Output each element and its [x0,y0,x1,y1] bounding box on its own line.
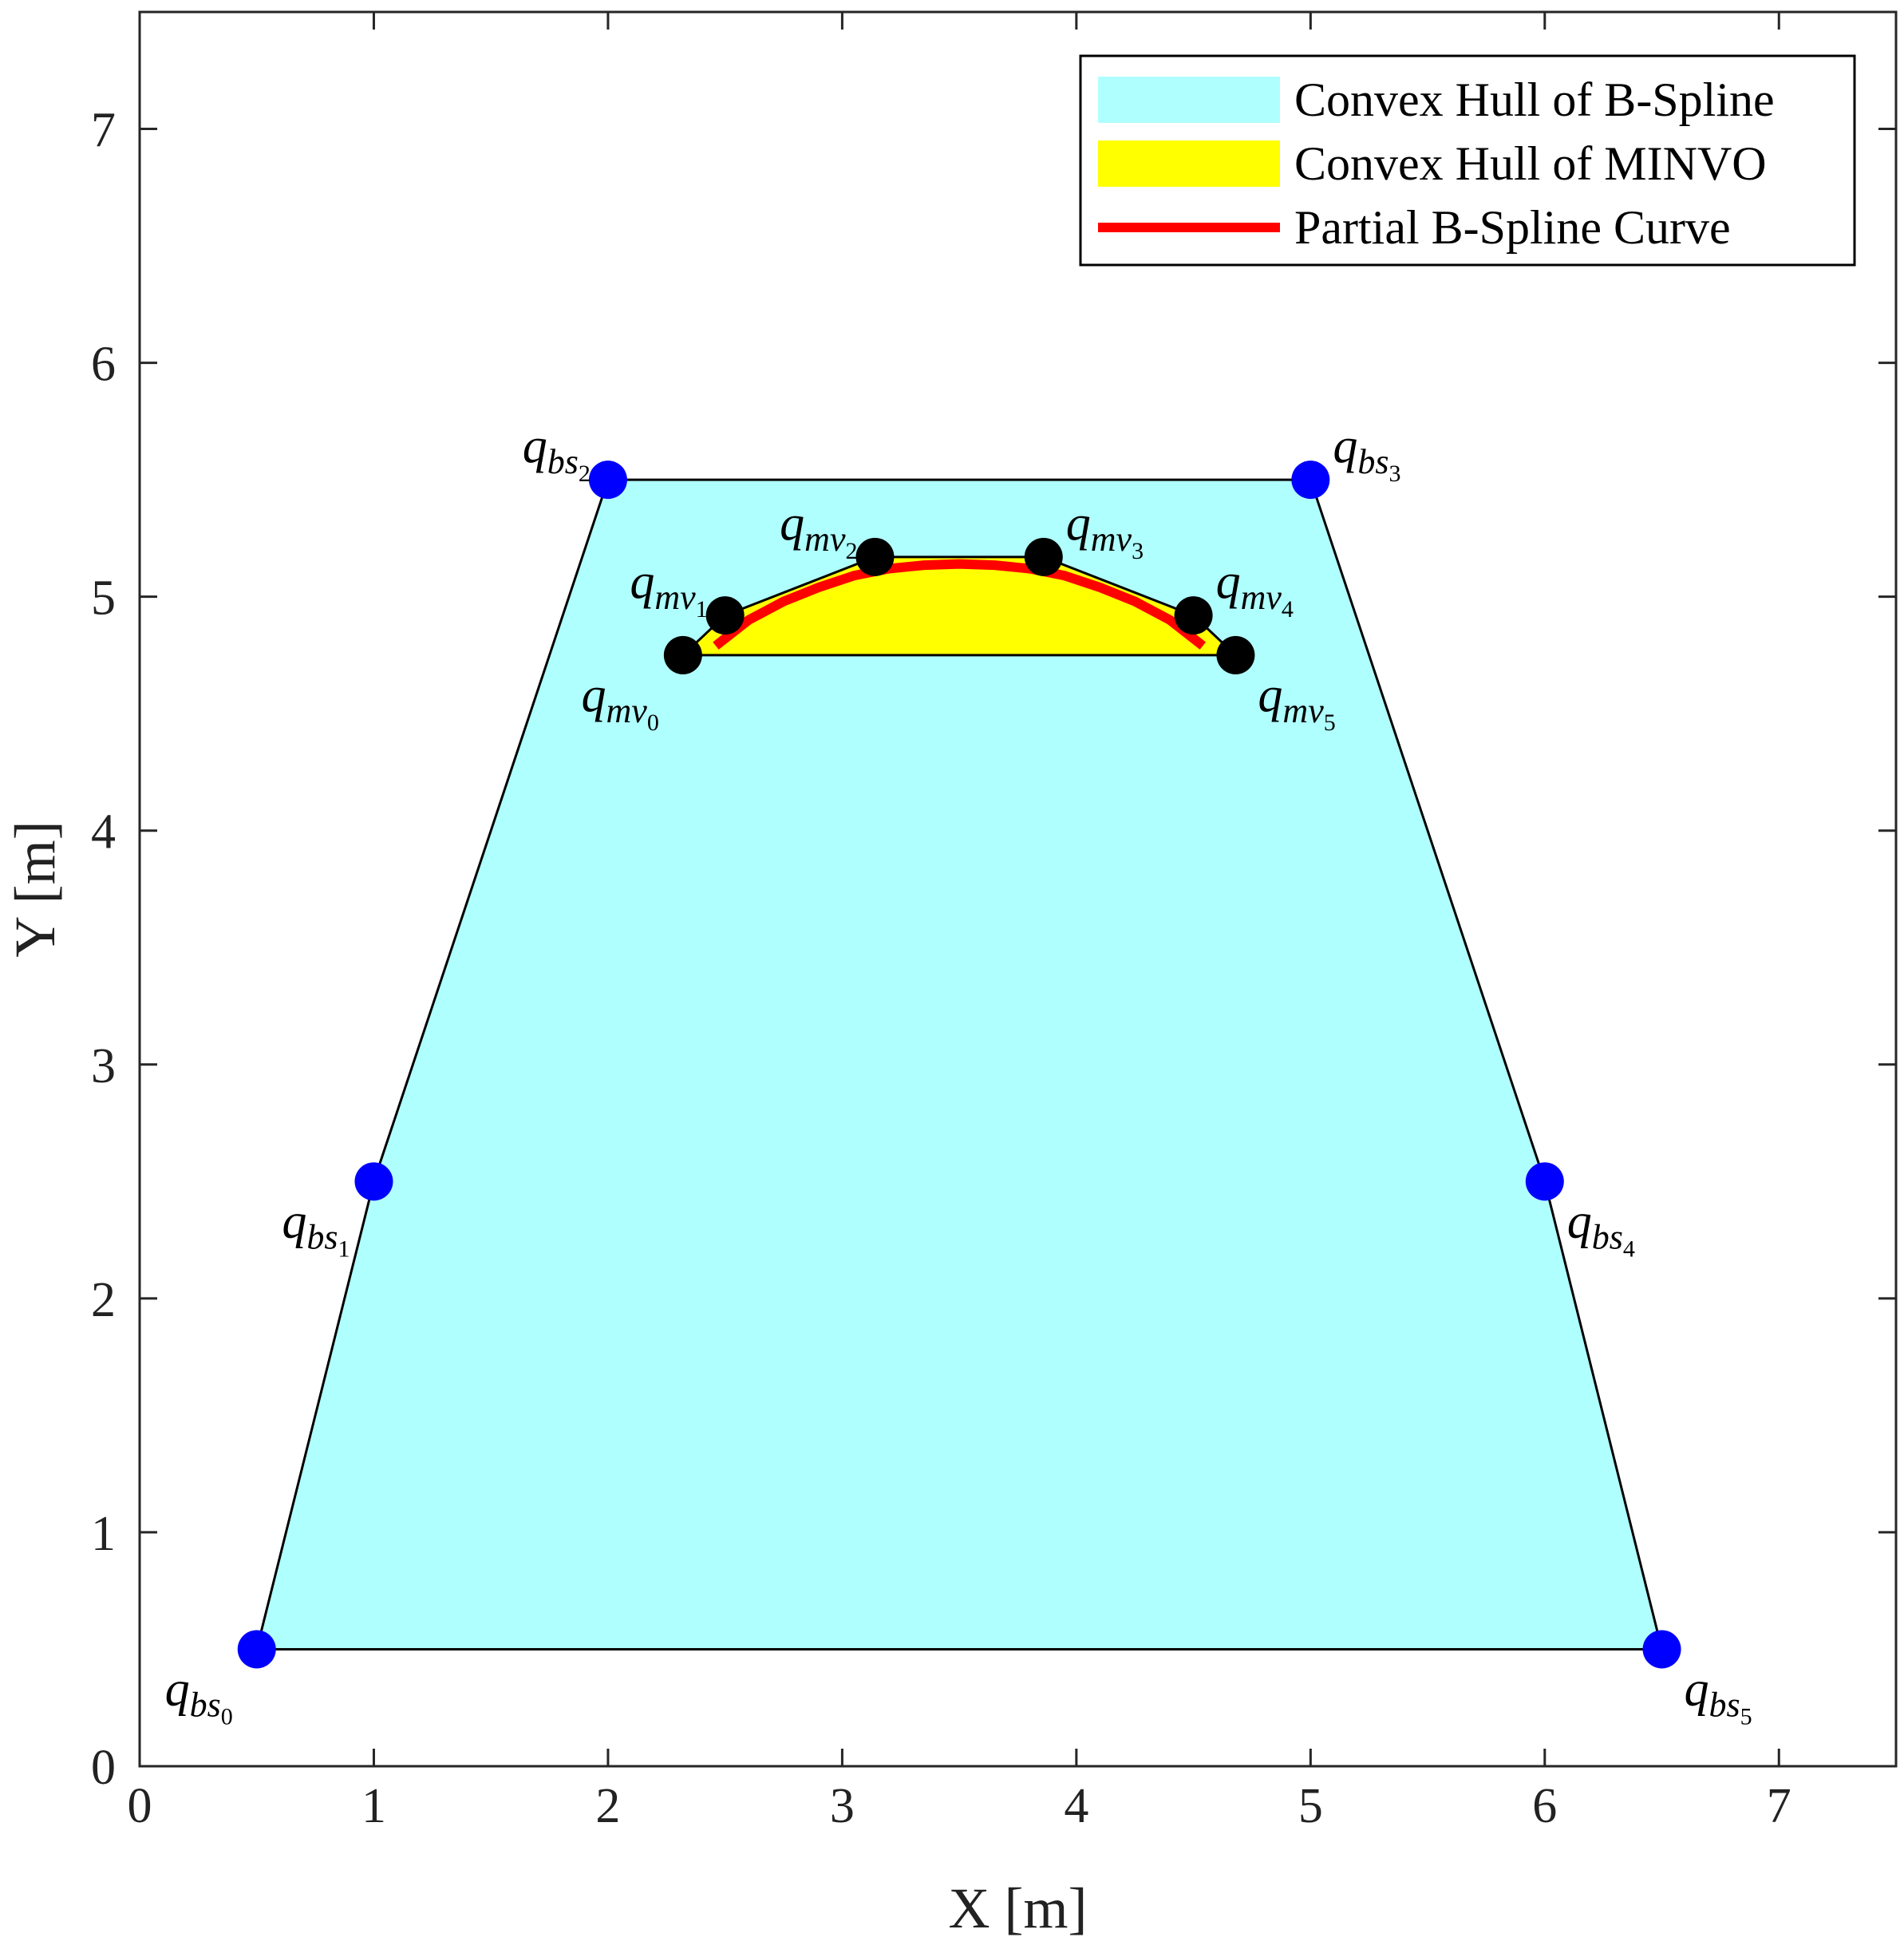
bspline-point-label: qbs1 [282,1194,350,1262]
y-tick-label: 5 [91,571,116,626]
point-label-index: 0 [647,710,659,736]
y-axis-label: Y [m] [3,820,67,957]
point-label-name: q [1066,496,1091,551]
point-label-index: 2 [845,538,857,564]
x-tick-label: 6 [1532,1779,1557,1833]
minvo-control-point [663,635,702,674]
point-label-subscript: mv [1091,520,1132,559]
point-label-index: 5 [1740,1703,1752,1730]
x-tick-label: 2 [595,1779,620,1833]
bspline-control-point [1525,1162,1564,1201]
x-tick-label: 1 [361,1779,386,1833]
point-label-index: 3 [1132,538,1144,564]
minvo-point-label: qmv3 [1066,496,1144,564]
point-label-name: q [1685,1662,1709,1716]
point-label-index: 3 [1388,461,1400,487]
point-label-name: q [165,1662,190,1716]
y-tick-label: 0 [91,1741,116,1795]
y-tick-label: 4 [91,805,116,860]
x-tick-label: 3 [830,1779,855,1833]
point-label-name: q [1567,1194,1592,1248]
point-label-name: q [582,668,606,722]
point-label-subscript: bs [1709,1685,1740,1724]
point-label-index: 4 [1282,596,1294,623]
y-tick-label: 1 [91,1507,116,1561]
x-tick-label: 7 [1767,1779,1791,1833]
minvo-point-label: qmv2 [780,496,857,564]
point-label-name: q [523,419,547,473]
point-label-subscript: mv [804,520,846,559]
minvo-control-point [1174,596,1213,635]
point-label-subscript: bs [1592,1217,1623,1256]
legend-swatch [1098,77,1280,123]
bspline-point-label: qbs0 [165,1662,233,1730]
legend-entry-label: Convex Hull of MINVO [1294,137,1767,190]
y-tick-label: 6 [91,338,116,392]
y-tick-label: 7 [91,104,116,158]
minvo-point-label: qmv4 [1216,555,1294,623]
point-label-subscript: mv [606,691,648,730]
point-label-index: 2 [579,461,591,487]
axes-box [138,10,1898,1768]
bspline-point-label: qbs5 [1685,1662,1752,1730]
x-axis-label: X [m] [949,1876,1088,1940]
bspline-point-label: qbs2 [523,419,591,487]
minvo-point-label: qmv0 [582,668,659,736]
point-label-subscript: mv [1241,578,1282,617]
partial-bspline-curve [713,559,1207,650]
point-label-index: 0 [221,1703,233,1730]
legend-swatch [1098,140,1280,187]
point-label-subscript: bs [547,442,579,481]
legend: Convex Hull of B-Spline Convex Hull of MI… [1079,54,1856,267]
bspline-control-point [1642,1630,1681,1669]
point-label-name: q [282,1194,306,1248]
minvo-control-point [855,537,895,576]
point-label-subscript: bs [1357,442,1388,481]
point-label-name: q [630,555,654,609]
point-label-subscript: bs [190,1685,221,1724]
bspline-point-label: qbs3 [1333,419,1400,487]
minvo-control-point [705,596,745,635]
x-tick-label: 4 [1064,1779,1088,1833]
point-label-index: 1 [338,1235,350,1262]
bspline-point-label: qbs4 [1567,1194,1635,1262]
minvo-control-point [1216,635,1255,674]
y-tick-label: 3 [91,1039,116,1093]
bspline-control-point [354,1162,393,1201]
point-label-name: q [1333,419,1357,473]
point-labels: qbs0qbs1qbs2qbs3qbs4qbs5qmv0qmv1qmv2qmv3… [165,419,1752,1730]
point-label-index: 5 [1324,710,1336,736]
bspline-control-point [237,1630,276,1669]
point-label-index: 1 [696,596,708,623]
legend-entry-label: Partial B-Spline Curve [1294,201,1731,254]
point-label-subscript: bs [306,1217,338,1256]
x-tick-label: 0 [128,1779,152,1833]
point-label-name: q [1216,555,1241,609]
minvo-control-point [1024,537,1063,576]
x-tick-label: 5 [1298,1779,1323,1833]
minvo-point-label: qmv1 [630,555,707,623]
y-tick-label: 2 [91,1273,116,1327]
bspline-control-point [588,461,627,500]
point-label-index: 4 [1623,1235,1635,1262]
bspline-control-point [1291,461,1330,500]
plot-area: qbs0qbs1qbs2qbs3qbs4qbs5qmv0qmv1qmv2qmv3… [165,419,1752,1730]
curve-layer [713,559,1207,650]
point-label-subscript: mv [1282,691,1324,730]
point-label-subscript: mv [654,578,696,617]
legend-entry-label: Convex Hull of B-Spline [1294,73,1775,126]
ticks: 0 1 2 3 4 5 6 7 0 1 2 3 4 5 6 7 [91,12,1896,1833]
point-label-name: q [1258,668,1282,722]
points [237,461,1681,1669]
minvo-point-label: qmv5 [1258,668,1335,736]
point-label-name: q [780,496,804,551]
